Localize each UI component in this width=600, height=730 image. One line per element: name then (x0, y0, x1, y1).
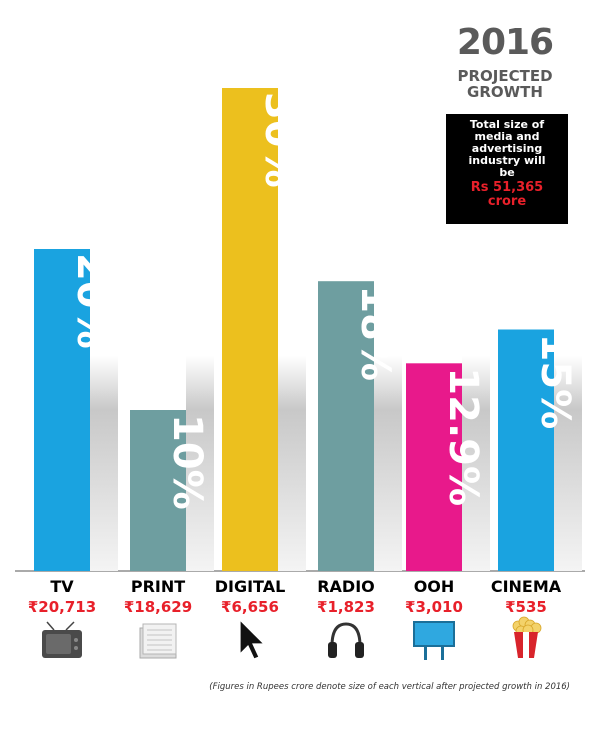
data-label: 18% (352, 285, 398, 381)
category-label: DIGITAL (215, 577, 286, 596)
bar-cinema (498, 329, 554, 571)
amount-label: ₹1,823 (317, 598, 375, 616)
chart-subtitle: PROJECTED GROWTH (430, 68, 580, 100)
amount-label: ₹3,010 (405, 598, 463, 616)
amount-label: ₹20,713 (28, 598, 96, 616)
chart-title-year: 2016 (456, 22, 554, 63)
bar-print (130, 410, 186, 571)
cursor-icon (239, 618, 266, 660)
bar-shadow (278, 356, 306, 571)
info-box-amount-line-1: Rs 51,365 (470, 180, 544, 195)
bar-shadow (462, 356, 490, 571)
data-label: 10% (164, 414, 210, 510)
headphones-cup-right (355, 642, 364, 658)
bar-ooh (406, 363, 462, 571)
tv-icon (42, 621, 82, 658)
cursor-arrow (239, 618, 266, 660)
category-label: RADIO (317, 577, 375, 596)
subtitle-line-1: PROJECTED (457, 67, 553, 85)
info-box-amount: Rs 51,365 crore (446, 181, 568, 209)
newspaper-front (142, 623, 177, 655)
bar-digital (222, 88, 278, 571)
newspaper-icon (139, 623, 177, 659)
subtitle-line-2: GROWTH (467, 83, 543, 101)
headphones-band (330, 622, 362, 647)
tv-antenna-left (46, 621, 55, 631)
data-label: 12.9% (440, 367, 486, 506)
tv-antenna-right (65, 621, 75, 631)
bar-shadow (90, 356, 118, 571)
billboard-post (441, 646, 444, 660)
info-box-amount-line-2: crore (487, 194, 527, 209)
tv-knob (74, 646, 78, 650)
billboard-post (424, 646, 427, 660)
info-box-text: Total size of media and advertising indu… (468, 118, 546, 179)
footnote: (Figures in Rupees crore denote size of … (209, 682, 570, 692)
popcorn-icon (512, 616, 542, 658)
info-box: Total size of media and advertising indu… (446, 114, 568, 224)
bar-shadow (186, 356, 214, 571)
amount-label: ₹18,629 (124, 598, 192, 616)
amount-label: ₹6,656 (221, 598, 279, 616)
bar-radio (318, 281, 374, 571)
category-label: PRINT (131, 577, 185, 596)
bar-shadow (374, 356, 402, 571)
tv-screen (46, 634, 71, 654)
category-label: CINEMA (491, 577, 562, 596)
bar-tv (34, 249, 90, 571)
amount-label: ₹535 (505, 598, 547, 616)
billboard-panel (413, 621, 455, 647)
data-label: 15% (532, 334, 578, 430)
category-label: TV (50, 577, 74, 596)
popcorn-stripe (523, 632, 529, 658)
headphones-cup-left (328, 642, 337, 658)
data-label: 20% (68, 253, 114, 349)
billboard-icon (413, 621, 455, 660)
headphones-icon (328, 622, 364, 658)
category-label: OOH (414, 577, 455, 596)
tv-knob (74, 638, 78, 642)
data-label: 30% (256, 92, 302, 188)
bar-shadow (554, 356, 582, 571)
